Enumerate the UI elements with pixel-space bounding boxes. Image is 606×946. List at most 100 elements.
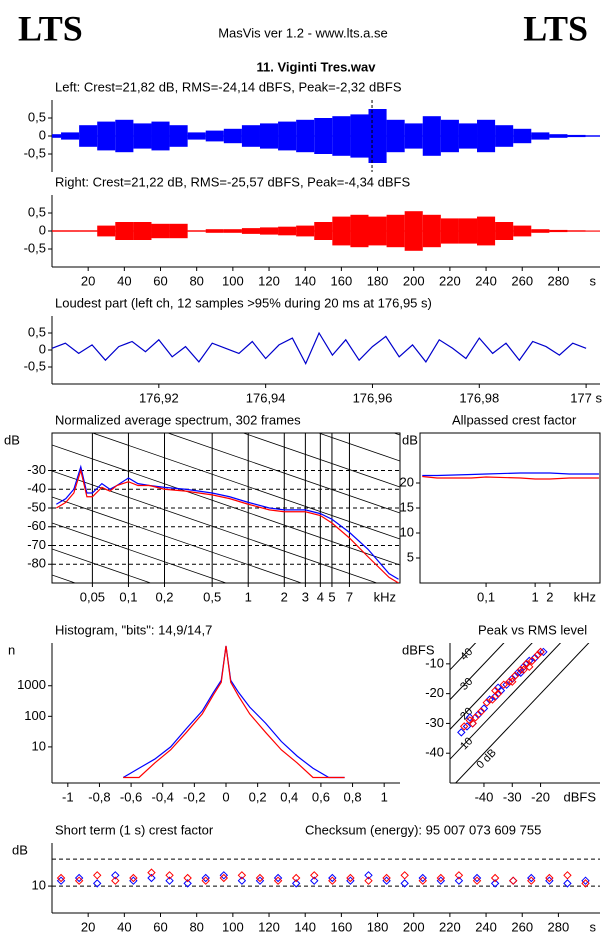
scatter-point: [502, 680, 511, 689]
x-tick-label: 220: [439, 919, 461, 934]
chart-panel: Right: Crest=21,22 dB, RMS=-25,57 dBFS, …: [24, 174, 600, 288]
x-tick-label: 5: [328, 589, 335, 604]
plot-frame: [419, 432, 601, 584]
x-axis-label: kHz: [374, 589, 396, 604]
scatter-point: [539, 647, 548, 657]
scatter-point: [465, 713, 475, 722]
chart-title: Left: Crest=21,82 dB, RMS=-24,14 dBFS, P…: [55, 79, 402, 94]
scatter-point: [255, 873, 265, 883]
x-tick-label: -0,8: [88, 789, 110, 804]
crest-line: [450, 643, 533, 730]
x-tick-label: -1: [62, 789, 74, 804]
x-tick-label: 200: [403, 919, 425, 934]
x-axis-label: dBFS: [563, 789, 596, 804]
chart-panel: Histogram, "bits": 14,9/14,7n100010010-1…: [8, 622, 400, 804]
chart-panel: Short term (1 s) crest factor Checksum (e…: [12, 822, 600, 934]
scatter-point: [201, 873, 210, 883]
scatter-point: [310, 871, 319, 880]
scatter-point: [183, 879, 192, 888]
scatter-point: [346, 876, 355, 885]
x-tick-label: 200: [403, 273, 425, 288]
diagonal-guide: [52, 522, 228, 583]
y-tick-label: -0,5: [24, 358, 46, 373]
plot-area: [52, 109, 600, 163]
x-tick-label: 280: [548, 919, 570, 934]
x-tick-label: 0,4: [280, 789, 298, 804]
scatter-point: [462, 722, 472, 731]
scatter-point: [147, 868, 156, 877]
scatter-point: [482, 698, 491, 707]
chart-title: Allpassed crest factor: [452, 412, 577, 427]
scatter-point: [545, 873, 554, 883]
scatter-point: [436, 873, 446, 883]
x-tick-label: 160: [331, 273, 353, 288]
scatter-point: [56, 873, 66, 883]
chart-title: Peak vs RMS level: [478, 622, 587, 637]
y-tick-label: -20: [425, 685, 444, 700]
scatter-point: [525, 662, 534, 672]
checksum: Checksum (energy): 95 007 073 609 755: [305, 822, 541, 837]
x-tick-label: 4: [317, 589, 324, 604]
scatter-point: [364, 871, 373, 880]
scatter-point: [527, 876, 536, 885]
crest-line-label: 30: [458, 676, 475, 693]
scatter-point: [493, 689, 503, 698]
diagonal-guide: [91, 433, 400, 540]
scatter-point: [508, 876, 518, 885]
scatter-point: [418, 876, 427, 885]
x-tick-label: 280: [548, 273, 570, 288]
scatter-point: [454, 876, 464, 885]
x-tick-label: 60: [153, 919, 167, 934]
x-tick-label: -0,6: [120, 789, 142, 804]
x-tick-label: 0,1: [119, 589, 137, 604]
scatter-point: [183, 873, 192, 883]
chart-title: Loudest part (left ch, 12 samples >95% d…: [55, 295, 432, 310]
x-tick-label: 1: [381, 789, 388, 804]
x-tick-label: 220: [439, 273, 461, 288]
scatter-point: [111, 876, 120, 885]
series-line: [122, 645, 345, 779]
x-tick-label: 0,6: [312, 789, 330, 804]
x-tick-label: 3: [302, 589, 309, 604]
scatter-point: [581, 879, 590, 888]
scatter-point: [237, 871, 247, 880]
x-tick-label: 2: [546, 589, 553, 604]
x-tick-label: 120: [258, 919, 280, 934]
scatter-point: [508, 677, 517, 686]
scatter-point: [93, 871, 102, 880]
y-axis-label: dB: [12, 842, 28, 857]
x-axis-label: s: [590, 919, 597, 934]
scatter-point: [129, 876, 138, 885]
diagonal-guide: [52, 653, 400, 773]
x-tick-label: 240: [475, 919, 497, 934]
scatter-point: [545, 876, 554, 885]
plot-area: [52, 858, 600, 888]
y-tick-label: 1000: [17, 677, 46, 692]
scatter-point: [476, 707, 486, 716]
scatter-point: [488, 695, 497, 704]
plot-area: [422, 472, 599, 480]
scatter-point: [468, 719, 477, 728]
plot-area: [122, 645, 345, 779]
x-tick-label: 40: [117, 273, 131, 288]
x-tick-label: -0,4: [152, 789, 174, 804]
logo-right: LTS: [523, 8, 588, 48]
y-axis-label: dBFS: [402, 642, 435, 657]
y-tick-label: 100: [24, 708, 46, 723]
y-tick-label: 0,5: [28, 109, 46, 124]
y-tick-label: -30: [27, 462, 46, 477]
x-tick-label: 176,92: [139, 390, 179, 405]
x-tick-label: 60: [153, 273, 167, 288]
scatter-point: [273, 873, 283, 883]
x-tick-label: -20: [531, 789, 550, 804]
series-line: [422, 475, 599, 480]
y-tick-label: 10: [400, 524, 414, 539]
y-tick-label: -60: [27, 518, 46, 533]
scatter-point: [273, 876, 283, 885]
chart-title: Short term (1 s) crest factor: [55, 822, 214, 837]
x-tick-label: 40: [117, 919, 131, 934]
x-tick-label: 260: [511, 273, 533, 288]
scatter-point: [328, 876, 337, 885]
y-tick-label: -0,5: [24, 145, 46, 160]
scatter-point: [581, 876, 590, 885]
